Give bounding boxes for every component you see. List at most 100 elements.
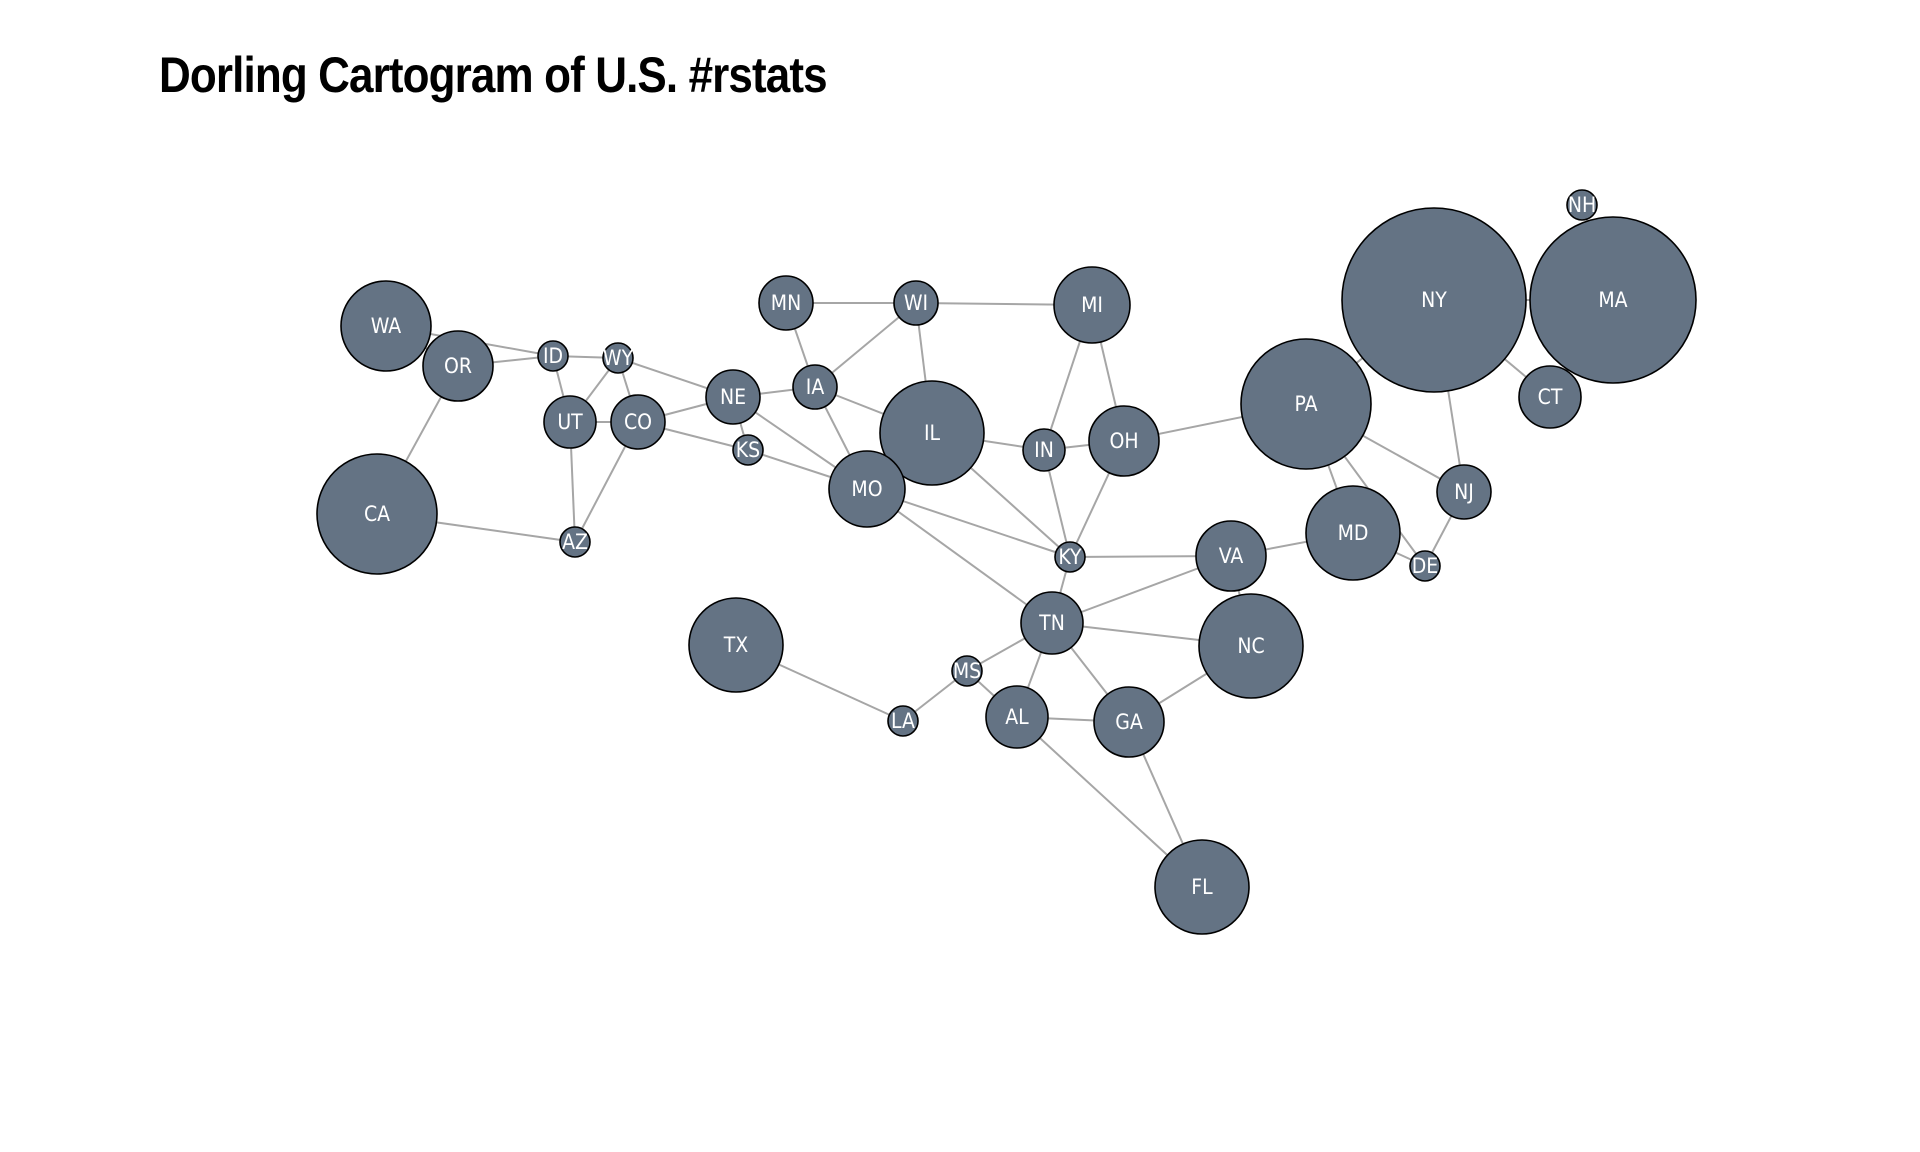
node-ut: UT <box>543 395 597 449</box>
node-pa: PA <box>1240 338 1372 470</box>
node-circle-nh <box>1566 189 1598 221</box>
node-label-ms: MS <box>953 659 981 683</box>
node-wy: WY <box>602 342 634 374</box>
node-circle-fl <box>1154 839 1250 935</box>
node-ca: CA <box>316 453 438 575</box>
node-circle-il <box>879 380 985 486</box>
node-oh: OH <box>1088 405 1160 477</box>
node-or: OR <box>422 330 494 402</box>
node-circle-or <box>422 330 494 402</box>
node-md: MD <box>1305 485 1401 581</box>
node-label-in: IN <box>1034 438 1054 462</box>
node-label-de: DE <box>1412 554 1439 578</box>
node-mn: MN <box>758 275 814 331</box>
node-ne: NE <box>705 369 761 425</box>
node-label-ct: CT <box>1538 385 1563 409</box>
node-label-co: CO <box>624 410 652 434</box>
node-circle-co <box>610 394 666 450</box>
node-circle-la <box>887 705 919 737</box>
node-circle-oh <box>1088 405 1160 477</box>
node-circle-ia <box>792 364 838 410</box>
node-circle-mo <box>828 450 906 528</box>
node-circle-wi <box>893 280 939 326</box>
node-in: IN <box>1022 428 1066 472</box>
node-circle-ca <box>316 453 438 575</box>
node-label-ma: MA <box>1598 288 1627 312</box>
node-wi: WI <box>893 280 939 326</box>
node-circle-wy <box>602 342 634 374</box>
node-circle-al <box>985 685 1049 749</box>
node-label-tn: TN <box>1038 611 1065 635</box>
node-id: ID <box>537 340 569 372</box>
node-circle-ne <box>705 369 761 425</box>
node-ny: NY <box>1341 207 1527 393</box>
node-ga: GA <box>1093 686 1165 758</box>
node-va: VA <box>1195 520 1267 592</box>
node-nh: NH <box>1566 189 1598 221</box>
node-la: LA <box>887 705 919 737</box>
node-label-ca: CA <box>364 502 390 526</box>
node-tn: TN <box>1020 591 1084 655</box>
node-label-ks: KS <box>736 438 760 462</box>
node-fl: FL <box>1154 839 1250 935</box>
node-label-mo: MO <box>851 477 882 501</box>
node-circle-nj <box>1436 464 1492 520</box>
node-circle-pa <box>1240 338 1372 470</box>
node-mi: MI <box>1053 266 1131 344</box>
node-label-mi: MI <box>1081 293 1103 317</box>
node-label-nh: NH <box>1568 193 1596 217</box>
node-layer: WA OR CA ID WY UT CO AZ NE KS MN IA WI IL MO MI IN OH KY TN… <box>316 189 1697 935</box>
node-circle-ma <box>1529 216 1697 384</box>
node-nc: NC <box>1198 593 1304 699</box>
node-nj: NJ <box>1436 464 1492 520</box>
node-label-ne: NE <box>720 385 746 409</box>
node-circle-mn <box>758 275 814 331</box>
node-az: AZ <box>559 526 591 558</box>
node-ms: MS <box>951 655 983 687</box>
node-circle-ct <box>1518 365 1582 429</box>
page-title: Dorling Cartogram of U.S. #rstats <box>159 47 828 103</box>
node-circle-ms <box>951 655 983 687</box>
node-label-va: VA <box>1219 544 1244 568</box>
node-label-ky: KY <box>1058 545 1082 569</box>
node-ct: CT <box>1518 365 1582 429</box>
node-circle-ky <box>1054 541 1086 573</box>
node-ks: KS <box>732 434 764 466</box>
node-ia: IA <box>792 364 838 410</box>
node-circle-va <box>1195 520 1267 592</box>
node-circle-mi <box>1053 266 1131 344</box>
node-circle-ga <box>1093 686 1165 758</box>
node-circle-tn <box>1020 591 1084 655</box>
node-label-tx: TX <box>723 633 749 657</box>
node-label-wa: WA <box>371 314 402 338</box>
node-de: DE <box>1409 550 1441 582</box>
node-label-md: MD <box>1338 521 1369 545</box>
node-label-wi: WI <box>904 291 928 315</box>
node-label-ga: GA <box>1115 710 1143 734</box>
node-ky: KY <box>1054 541 1086 573</box>
node-label-oh: OH <box>1109 429 1138 453</box>
node-label-ut: UT <box>557 410 583 434</box>
node-label-wy: WY <box>603 346 634 370</box>
node-tx: TX <box>688 597 784 693</box>
node-al: AL <box>985 685 1049 749</box>
node-label-nj: NJ <box>1454 480 1474 504</box>
node-circle-ny <box>1341 207 1527 393</box>
node-label-or: OR <box>444 354 472 378</box>
node-circle-tx <box>688 597 784 693</box>
node-circle-ks <box>732 434 764 466</box>
node-circle-az <box>559 526 591 558</box>
node-circle-md <box>1305 485 1401 581</box>
node-circle-id <box>537 340 569 372</box>
node-il: IL <box>879 380 985 486</box>
node-label-la: LA <box>891 709 915 733</box>
node-circle-in <box>1022 428 1066 472</box>
node-ma: MA <box>1529 216 1697 384</box>
node-label-az: AZ <box>562 530 588 554</box>
node-mo: MO <box>828 450 906 528</box>
node-label-nc: NC <box>1237 634 1264 658</box>
node-label-ny: NY <box>1421 288 1447 312</box>
node-label-fl: FL <box>1191 875 1213 899</box>
node-label-mn: MN <box>771 291 801 315</box>
